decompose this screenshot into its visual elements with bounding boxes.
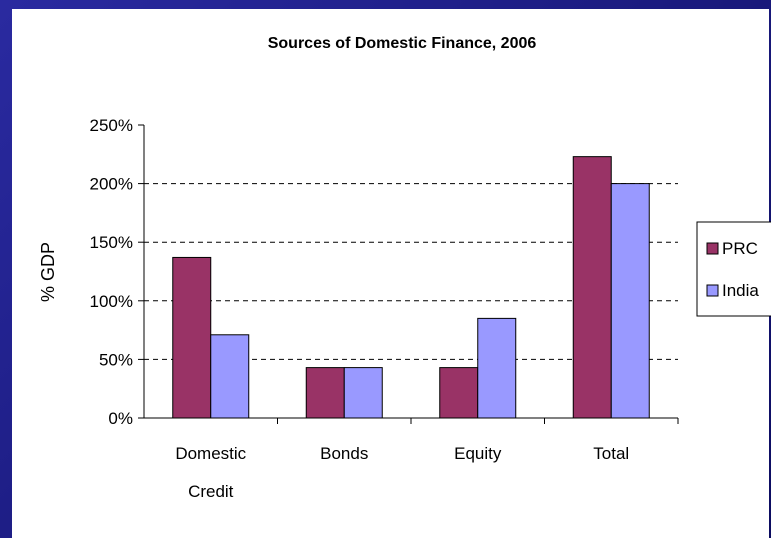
y-tick-label: 0% [108, 409, 133, 428]
y-tick-label: 200% [90, 175, 133, 194]
y-tick-label: 150% [90, 233, 133, 252]
bar-india-1 [343, 367, 383, 419]
x-tick-label: Bonds [320, 444, 368, 463]
legend-swatch [706, 284, 719, 297]
y-tick-label: 100% [90, 292, 133, 311]
y-axis-label: % GDP [38, 242, 58, 302]
chart-title: Sources of Domestic Finance, 2006 [268, 35, 537, 52]
x-tick-label: Credit [188, 482, 234, 501]
legend-swatch [706, 242, 719, 255]
bar-prc-2 [439, 367, 479, 419]
y-tick-labels: 0% 50% 100% 150% 200% 250% [90, 116, 133, 428]
legend-entry: PRC [722, 239, 758, 258]
bar-prc-1 [305, 367, 345, 419]
axes [138, 124, 679, 424]
legend-entry: India [722, 281, 759, 300]
category-labels: Domestic Credit Bonds Equity Total [175, 444, 629, 501]
x-tick-label: Equity [454, 444, 502, 463]
bars [172, 156, 650, 419]
legend-box [696, 221, 771, 317]
bar-india-2 [477, 317, 517, 419]
bar-prc-0 [172, 256, 212, 419]
x-tick-label: Domestic [175, 444, 246, 463]
y-tick-label: 250% [90, 116, 133, 135]
bar-india-0 [210, 334, 250, 419]
x-tick-label: Total [593, 444, 629, 463]
bar-india-3 [610, 183, 650, 419]
y-tick-label: 50% [99, 350, 133, 369]
legend: PRC India [696, 221, 771, 317]
bar-prc-3 [572, 156, 612, 419]
